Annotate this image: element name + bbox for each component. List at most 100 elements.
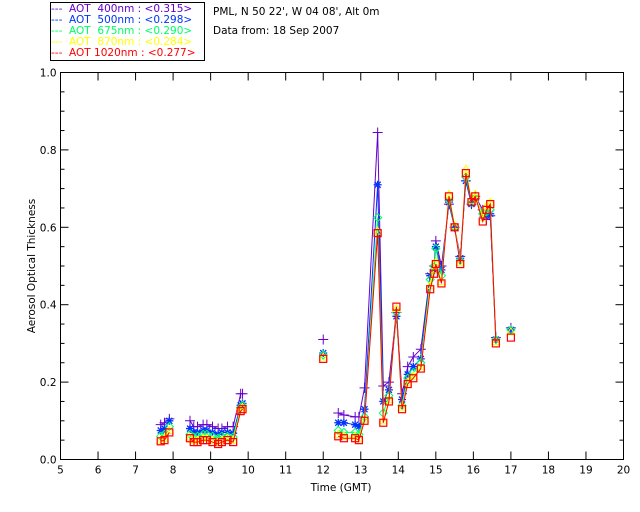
data-point-square (202, 436, 211, 445)
axes: 5 6 7 8 9 10 11 12 13 14 15 16 17 18 19 20 0.0 0.2 0.4 0.6 0… (40, 68, 630, 477)
x-tick-label: 12 (317, 465, 330, 477)
data-point-asterisk (354, 422, 363, 431)
data-point-square (416, 364, 425, 373)
data-point-square (360, 416, 369, 425)
data-point-triangle (378, 415, 389, 425)
data-point-diamond (444, 195, 454, 205)
series-line (338, 180, 497, 428)
data-point-square (429, 269, 439, 278)
legend-item-675nm: --- AOT 675nm : <0.290> (51, 25, 193, 37)
data-point-asterisk (506, 325, 515, 334)
x-tick-label: 16 (467, 465, 481, 477)
data-point-square (426, 285, 435, 294)
data-point-triangle (455, 257, 466, 266)
data-point-asterisk (334, 418, 343, 427)
x-tick-label: 6 (95, 465, 102, 477)
data-point-square (334, 432, 343, 441)
data-point-square (506, 333, 515, 342)
data-point-plus (372, 127, 383, 138)
y-tick-label: 0.0 (40, 455, 57, 467)
data-point-triangle (164, 425, 175, 434)
data-point-square (392, 302, 401, 311)
x-axis-label: Time (GMT) (310, 482, 372, 494)
data-point-square (193, 437, 202, 447)
data-point-square (444, 192, 454, 201)
data-point-square (461, 169, 470, 178)
x-tick-label: 14 (392, 465, 406, 477)
x-tick-label: 5 (57, 465, 64, 477)
data-point-asterisk (360, 405, 369, 414)
legend-item-400nm: --- AOT 400nm : <0.315> (51, 3, 193, 15)
data-point-square (431, 259, 440, 269)
data-point-square (471, 192, 480, 201)
data-point-triangle (436, 276, 447, 285)
series-aot-870nm (155, 164, 516, 446)
data-point-plus (415, 344, 426, 355)
x-tick-label: 9 (207, 465, 214, 477)
series-aot-1020nm (156, 169, 515, 449)
data-point-square (397, 405, 407, 414)
x-tick-label: 8 (170, 465, 177, 477)
series-aot-675nm (156, 172, 516, 443)
plot-frame (60, 72, 624, 460)
data-point-square (238, 405, 247, 414)
y-tick-label: 0.2 (40, 377, 57, 389)
data-point-triangle (460, 164, 471, 173)
x-tick-label: 15 (429, 465, 442, 477)
data-point-asterisk (409, 362, 418, 371)
data-point-triangle (415, 361, 426, 371)
x-tick-label: 20 (617, 465, 630, 477)
y-tick-label: 0.4 (40, 300, 57, 312)
x-tick-label: 19 (579, 465, 592, 477)
y-tick-label: 0.8 (40, 145, 57, 157)
data-point-triangle (397, 402, 407, 411)
data-point-diamond (431, 243, 441, 254)
series-line (338, 176, 497, 436)
x-tick-label: 11 (279, 465, 292, 477)
data-point-square (217, 437, 226, 447)
data-point-triangle (318, 351, 329, 361)
data-point-diamond (372, 212, 383, 223)
data-point-triangle (222, 433, 233, 442)
data-point-asterisk (339, 418, 348, 427)
data-point-square (354, 436, 363, 445)
data-point-plus (184, 415, 195, 426)
data-point-triangle (333, 429, 344, 438)
legend: --- AOT 400nm : <0.315> --- AOT 500nm : … (50, 2, 205, 61)
series-group (155, 127, 516, 449)
data-point-plus (338, 409, 349, 420)
x-tick-label: 7 (132, 465, 139, 477)
data-point-asterisk (165, 416, 174, 425)
data-point-square (486, 199, 495, 209)
data-point-square (236, 407, 245, 416)
data-point-plus (318, 334, 329, 345)
data-point-square (379, 418, 388, 427)
data-point-square (229, 437, 238, 447)
data-point-asterisk (160, 424, 169, 433)
data-point-square (478, 217, 487, 226)
data-point-square (384, 397, 394, 406)
data-point-diamond (397, 400, 407, 411)
data-point-square (437, 279, 446, 288)
legend-item-870nm: --- AOT 870nm : <0.284> (51, 36, 193, 48)
data-point-plus (359, 382, 370, 393)
series-line (338, 169, 497, 439)
data-point-plus (408, 351, 419, 362)
data-point-square (208, 437, 217, 447)
data-point-diamond (481, 207, 492, 217)
data-point-square (165, 428, 174, 437)
data-point-triangle (237, 402, 248, 411)
data-point-asterisk (384, 385, 393, 394)
data-point-asterisk (373, 180, 382, 189)
data-point-plus (333, 408, 344, 419)
data-point-asterisk (156, 426, 165, 435)
x-tick-label: 13 (354, 465, 367, 477)
data-point-asterisk (437, 265, 446, 274)
data-point-square (223, 436, 232, 445)
x-tick-label: 18 (542, 465, 555, 477)
site-info: PML, N 50 22', W 04 08', Alt 0m (213, 6, 380, 18)
data-point-asterisk (467, 200, 476, 209)
data-point-asterisk (185, 424, 194, 433)
data-point-square (339, 434, 348, 443)
